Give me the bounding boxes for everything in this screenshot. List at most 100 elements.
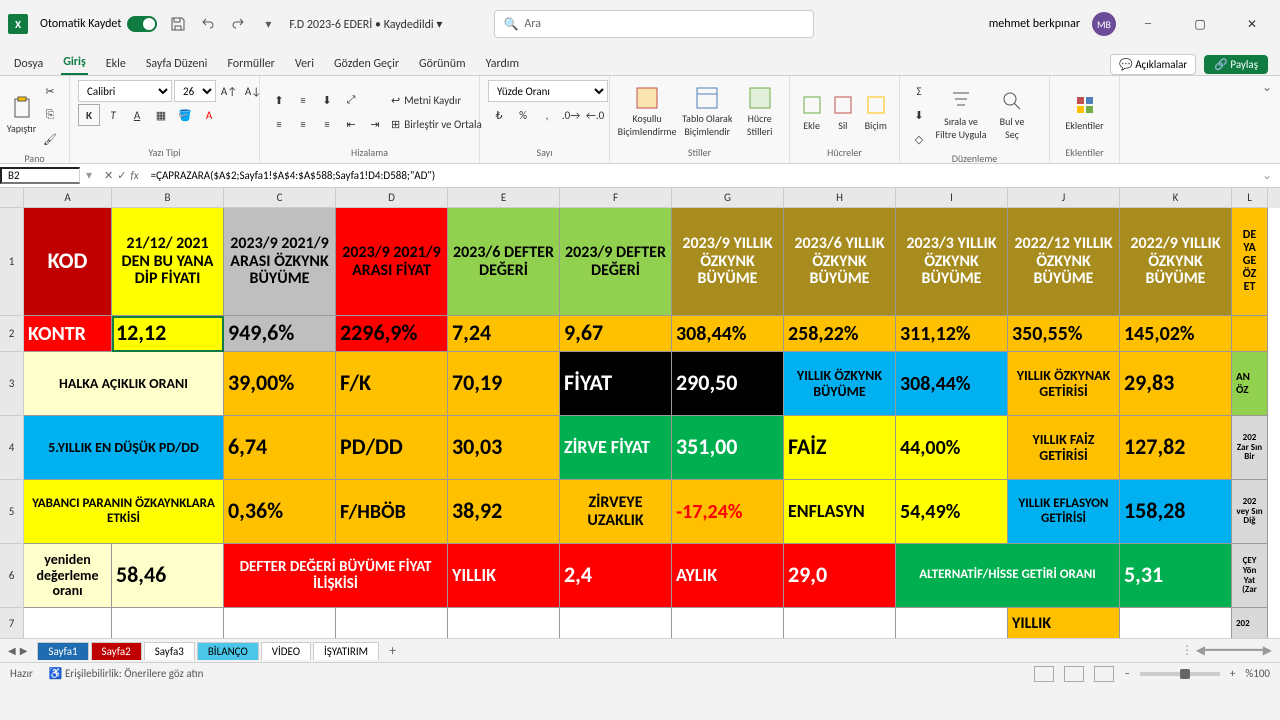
format-painter-button[interactable]: 🖌 bbox=[39, 128, 61, 150]
font-size-select[interactable]: 26 bbox=[174, 80, 216, 102]
cell[interactable] bbox=[1232, 316, 1268, 352]
cell[interactable]: 29,0 bbox=[784, 544, 896, 608]
orientation-button[interactable]: ⤢ bbox=[340, 89, 362, 111]
format-as-table-button[interactable]: Tablo Olarak Biçimlendir bbox=[680, 80, 734, 144]
comments-button[interactable]: 💬 Açıklamalar bbox=[1110, 54, 1196, 75]
cell[interactable]: 5,31 bbox=[1120, 544, 1232, 608]
zoom-in-button[interactable]: + bbox=[1230, 667, 1235, 680]
currency-button[interactable]: ₺ bbox=[488, 104, 510, 126]
search-box[interactable]: 🔍 Ara bbox=[494, 10, 814, 38]
align-center-button[interactable]: ≡ bbox=[292, 113, 314, 135]
col-header[interactable]: G bbox=[672, 188, 784, 208]
cell[interactable]: 350,55% bbox=[1008, 316, 1120, 352]
cell[interactable]: 0,36% bbox=[224, 480, 336, 544]
align-right-button[interactable]: ≡ bbox=[316, 113, 338, 135]
cell[interactable]: 58,46 bbox=[112, 544, 224, 608]
name-box[interactable] bbox=[0, 167, 80, 184]
cell[interactable]: yeniden değerleme oranı bbox=[24, 544, 112, 608]
format-cells-button[interactable]: Biçim bbox=[860, 80, 891, 144]
addins-button[interactable]: Eklentiler bbox=[1058, 80, 1111, 144]
increase-font-button[interactable]: A↑ bbox=[218, 80, 240, 102]
cell[interactable]: 2296,9% bbox=[336, 316, 448, 352]
cell[interactable] bbox=[896, 608, 1008, 638]
sheet-tab-i̇şyatirim[interactable]: İŞYATIRIM bbox=[313, 642, 379, 660]
autosum-button[interactable]: Σ bbox=[908, 80, 930, 102]
cell[interactable]: 311,12% bbox=[896, 316, 1008, 352]
fx-icon[interactable]: fx bbox=[130, 169, 138, 182]
sheet-tab-vi̇deo[interactable]: VİDEO bbox=[261, 642, 311, 660]
avatar[interactable]: MB bbox=[1092, 12, 1116, 36]
close-button[interactable]: ✕ bbox=[1232, 8, 1272, 40]
cell[interactable]: YILLIK bbox=[448, 544, 560, 608]
conditional-formatting-button[interactable]: Koşullu Biçimlendirme bbox=[618, 80, 676, 144]
fill-button[interactable]: ⬇ bbox=[908, 104, 930, 126]
cell[interactable] bbox=[224, 608, 336, 638]
cell[interactable]: YILLIK EFLASYON GETİRİSİ bbox=[1008, 480, 1120, 544]
zoom-out-button[interactable]: − bbox=[1124, 667, 1129, 680]
cell[interactable]: 7,24 bbox=[448, 316, 560, 352]
col-header[interactable]: C bbox=[224, 188, 336, 208]
tab-gözden geçir[interactable]: Gözden Geçir bbox=[332, 53, 401, 75]
bold-button[interactable]: K bbox=[78, 104, 100, 126]
cell[interactable]: ZİRVE FİYAT bbox=[560, 416, 672, 480]
cell[interactable]: F/HBÖB bbox=[336, 480, 448, 544]
cell[interactable] bbox=[1120, 608, 1232, 638]
cell[interactable]: 21/12/ 2021 DEN BU YANA DİP FİYATI bbox=[112, 208, 224, 316]
row-header[interactable]: 5 bbox=[0, 480, 24, 544]
cell[interactable]: ALTERNATİF/HİSSE GETİRİ ORANI bbox=[896, 544, 1120, 608]
align-bottom-button[interactable]: ⬇ bbox=[316, 89, 338, 111]
cell[interactable]: 2023/9 2021/9 ARASI FİYAT bbox=[336, 208, 448, 316]
tab-veri[interactable]: Veri bbox=[293, 53, 316, 75]
minimize-button[interactable]: ─ bbox=[1128, 8, 1168, 40]
cell[interactable]: 202 Zar Sın Bir bbox=[1232, 416, 1268, 480]
cell[interactable] bbox=[448, 608, 560, 638]
cell[interactable]: 290,50 bbox=[672, 352, 784, 416]
filename[interactable]: F.D 2023-6 EDERİ • Kaydedildi ▾ bbox=[289, 17, 442, 32]
col-header[interactable]: D bbox=[336, 188, 448, 208]
cell[interactable] bbox=[336, 608, 448, 638]
cell[interactable]: 2,4 bbox=[560, 544, 672, 608]
col-header[interactable]: A bbox=[24, 188, 112, 208]
cell[interactable]: 12,12 bbox=[112, 316, 224, 352]
cell[interactable]: 44,00% bbox=[896, 416, 1008, 480]
share-button[interactable]: 🔗 Paylaş bbox=[1204, 55, 1268, 74]
merge-center-button[interactable]: ⊞ Birleştir ve Ortala bbox=[390, 113, 490, 135]
enter-formula-icon[interactable]: ✓ bbox=[117, 169, 126, 182]
cell[interactable] bbox=[784, 608, 896, 638]
cell[interactable] bbox=[112, 608, 224, 638]
autosave-toggle[interactable]: Otomatik Kaydet bbox=[40, 16, 157, 32]
col-header[interactable]: E bbox=[448, 188, 560, 208]
cell[interactable]: 2023/6 DEFTER DEĞERİ bbox=[448, 208, 560, 316]
username[interactable]: mehmet berkpınar bbox=[989, 17, 1080, 31]
sheet-tab-bi̇lanço[interactable]: BİLANÇO bbox=[197, 642, 259, 660]
comma-button[interactable]: , bbox=[536, 104, 558, 126]
row-header[interactable]: 3 bbox=[0, 352, 24, 416]
copy-button[interactable]: ⎘ bbox=[39, 104, 61, 126]
cancel-formula-icon[interactable]: ✕ bbox=[104, 169, 113, 182]
cell[interactable]: 2022/12 YILLIK ÖZKYNK BÜYÜME bbox=[1008, 208, 1120, 316]
cell[interactable]: 5.YILLIK EN DÜŞÜK PD/DD bbox=[24, 416, 224, 480]
cell[interactable]: 145,02% bbox=[1120, 316, 1232, 352]
cell[interactable]: 258,22% bbox=[784, 316, 896, 352]
tab-formüller[interactable]: Formüller bbox=[225, 53, 276, 75]
cell[interactable]: 2023/3 YILLIK ÖZKYNK BÜYÜME bbox=[896, 208, 1008, 316]
cell[interactable]: DE YA GE ÖZ ET bbox=[1232, 208, 1268, 316]
undo-icon[interactable] bbox=[199, 15, 217, 33]
formula-input[interactable]: =ÇAPRAZARA($A$2;Sayfa1!$A$4:$A$588;Sayfa… bbox=[145, 169, 1254, 182]
col-header[interactable]: I bbox=[896, 188, 1008, 208]
cell[interactable]: YILLIK FAİZ GETİRİSİ bbox=[1008, 416, 1120, 480]
tab-sayfa düzeni[interactable]: Sayfa Düzeni bbox=[144, 53, 210, 75]
row-header[interactable]: 7 bbox=[0, 608, 24, 638]
insert-cells-button[interactable]: Ekle bbox=[798, 80, 825, 144]
align-middle-button[interactable]: ≡ bbox=[292, 89, 314, 111]
formula-expand-icon[interactable]: ⌄ bbox=[1254, 168, 1280, 183]
sheet-tab-sayfa2[interactable]: Sayfa2 bbox=[91, 642, 142, 660]
cell[interactable]: ÇEY Yön Yat (Zar bbox=[1232, 544, 1268, 608]
redo-icon[interactable] bbox=[229, 15, 247, 33]
cell[interactable]: 30,03 bbox=[448, 416, 560, 480]
tab-görünüm[interactable]: Görünüm bbox=[417, 53, 468, 75]
cell[interactable]: FİYAT bbox=[560, 352, 672, 416]
sheet-tab-sayfa1[interactable]: Sayfa1 bbox=[37, 642, 88, 660]
qat-dropdown-icon[interactable]: ▾ bbox=[259, 15, 277, 33]
cell[interactable]: 158,28 bbox=[1120, 480, 1232, 544]
